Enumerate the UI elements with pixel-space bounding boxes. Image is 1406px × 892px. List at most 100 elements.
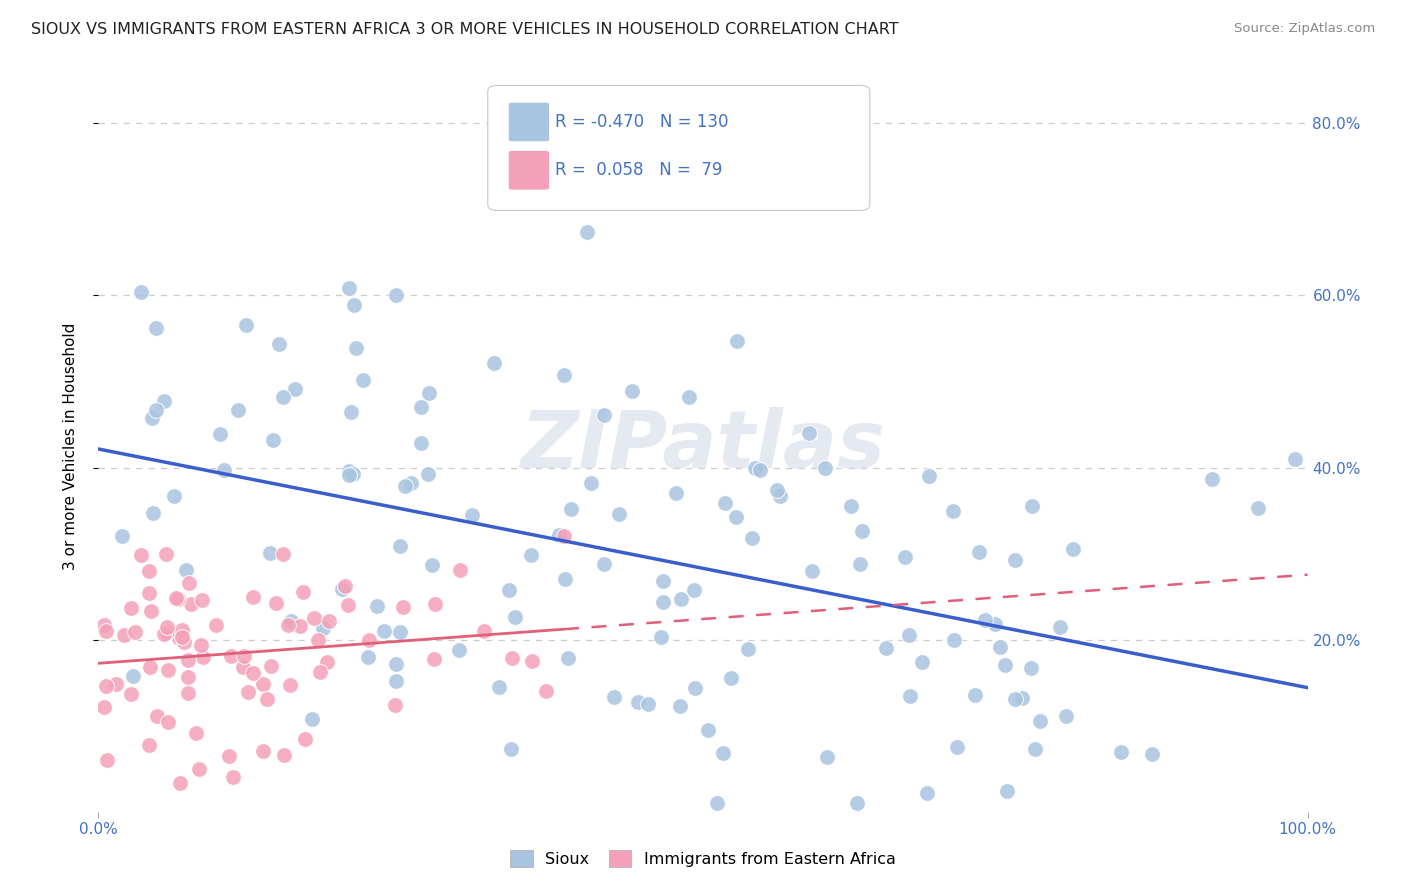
Point — [384, 698, 406, 712]
Point — [1247, 500, 1270, 515]
Point — [766, 483, 789, 497]
Text: ZIPatlas: ZIPatlas — [520, 407, 886, 485]
Point — [724, 509, 747, 524]
Y-axis label: 3 or more Vehicles in Household: 3 or more Vehicles in Household — [63, 322, 77, 570]
Point — [153, 394, 176, 409]
Point — [271, 390, 294, 404]
Point — [741, 531, 763, 545]
Point — [96, 624, 118, 638]
Point — [337, 468, 360, 483]
Point — [330, 582, 353, 596]
Point — [226, 403, 249, 417]
Point — [488, 680, 510, 694]
Point — [252, 677, 274, 691]
Point — [389, 624, 412, 639]
Legend: Sioux, Immigrants from Eastern Africa: Sioux, Immigrants from Eastern Africa — [503, 844, 903, 873]
Point — [554, 572, 576, 586]
Point — [839, 499, 862, 513]
Point — [652, 595, 675, 609]
Point — [167, 592, 190, 607]
Point — [501, 651, 523, 665]
Point — [943, 633, 966, 648]
Point — [392, 599, 415, 614]
Point — [503, 610, 526, 624]
Point — [170, 623, 193, 637]
Point — [668, 698, 690, 713]
FancyBboxPatch shape — [488, 86, 870, 211]
Point — [411, 400, 433, 414]
Point — [141, 411, 163, 425]
Point — [93, 617, 115, 632]
Point — [271, 547, 294, 561]
Point — [851, 524, 873, 538]
Point — [120, 687, 142, 701]
Point — [260, 659, 283, 673]
Point — [942, 504, 965, 518]
Point — [472, 624, 495, 639]
Point — [1029, 714, 1052, 728]
Point — [1062, 541, 1084, 556]
Point — [184, 725, 207, 739]
Point — [169, 776, 191, 790]
Point — [997, 784, 1019, 798]
Point — [344, 341, 367, 355]
Point — [575, 225, 598, 239]
Point — [188, 762, 211, 776]
Point — [122, 669, 145, 683]
Point — [335, 579, 357, 593]
Point — [534, 683, 557, 698]
Point — [308, 665, 330, 680]
Point — [815, 750, 838, 764]
Point — [423, 652, 446, 666]
Point — [236, 685, 259, 699]
Point — [409, 435, 432, 450]
Point — [553, 529, 575, 543]
Point — [222, 770, 245, 784]
Point — [553, 368, 575, 382]
Point — [145, 321, 167, 335]
Point — [814, 461, 837, 475]
Point — [191, 592, 214, 607]
Point — [725, 334, 748, 348]
Point — [963, 688, 986, 702]
Point — [1054, 708, 1077, 723]
Point — [129, 285, 152, 299]
Point — [280, 614, 302, 628]
Point — [797, 425, 820, 440]
Point — [384, 288, 406, 302]
Point — [302, 611, 325, 625]
Point — [167, 631, 190, 645]
Point — [423, 597, 446, 611]
Point — [219, 648, 242, 663]
Point — [156, 625, 179, 640]
Point — [366, 599, 388, 613]
Point — [449, 562, 471, 576]
Point — [678, 390, 700, 404]
Point — [769, 489, 792, 503]
Point — [278, 678, 301, 692]
Point — [174, 563, 197, 577]
Point — [120, 600, 142, 615]
Point — [915, 786, 938, 800]
Point — [1201, 472, 1223, 486]
Point — [352, 373, 374, 387]
Point — [994, 657, 1017, 672]
Point — [318, 614, 340, 628]
Point — [1024, 742, 1046, 756]
Point — [911, 655, 934, 669]
Point — [418, 386, 440, 401]
Point — [284, 382, 307, 396]
Text: Source: ZipAtlas.com: Source: ZipAtlas.com — [1234, 22, 1375, 36]
Point — [93, 700, 115, 714]
Point — [163, 489, 186, 503]
Point — [988, 640, 1011, 655]
Point — [173, 635, 195, 649]
Text: R = -0.470   N = 130: R = -0.470 N = 130 — [555, 113, 728, 131]
Point — [190, 638, 212, 652]
Point — [172, 630, 194, 644]
Point — [342, 467, 364, 481]
Point — [312, 621, 335, 635]
Point — [720, 671, 742, 685]
Point — [1111, 745, 1133, 759]
Point — [388, 539, 411, 553]
